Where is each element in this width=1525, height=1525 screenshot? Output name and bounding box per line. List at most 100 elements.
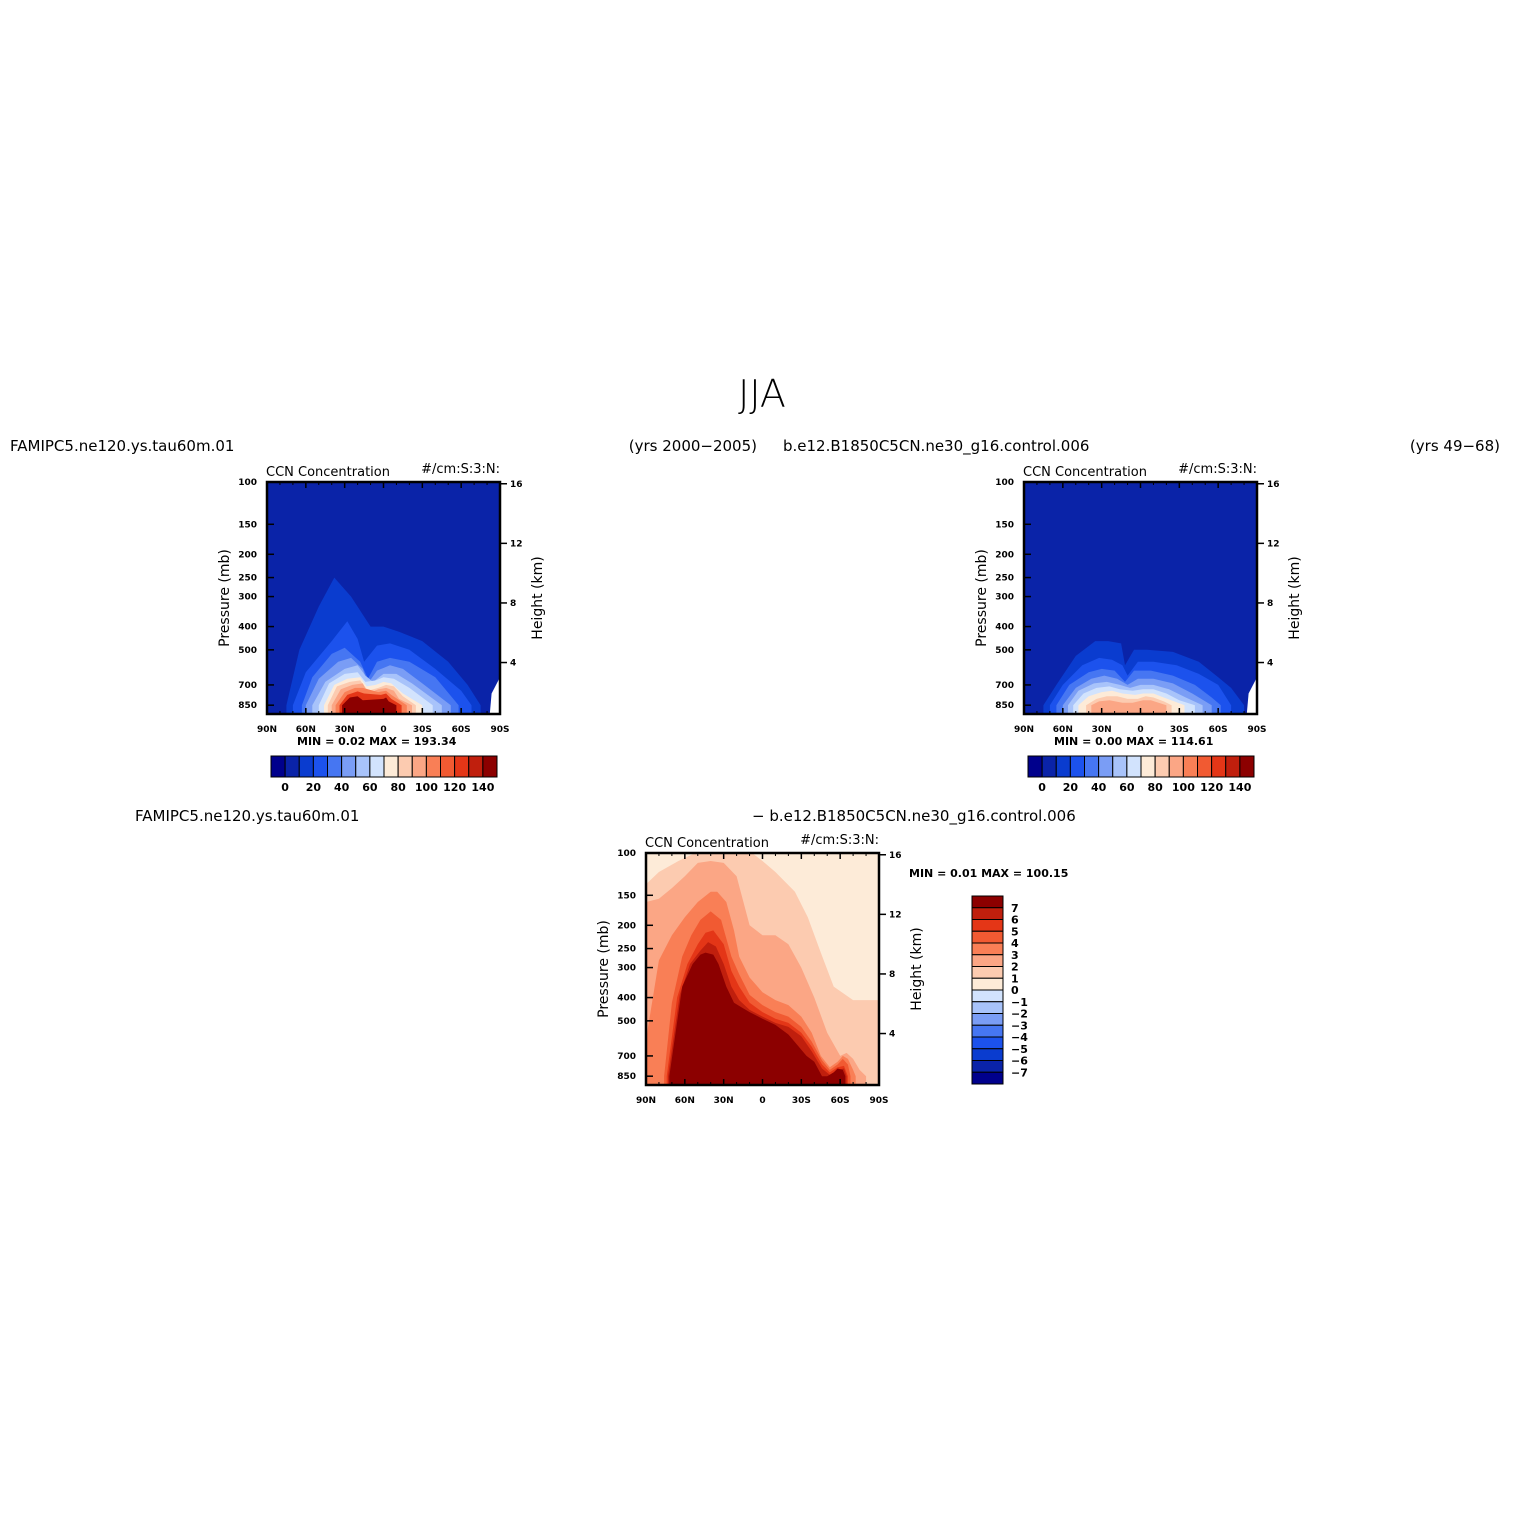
- y2-tick-label: 8: [1267, 599, 1273, 609]
- y-tick-label: 850: [238, 701, 257, 711]
- missing-data-region: [1246, 677, 1257, 714]
- field-name: CCN Concentration: [1023, 465, 1147, 480]
- colorbar-box: [971, 942, 1004, 956]
- y-tick-label: 150: [238, 520, 257, 530]
- colorbar-box: [1168, 755, 1184, 778]
- y-tick-label: 700: [995, 681, 1014, 691]
- colorbar-box: [440, 755, 456, 778]
- x-tick-label: 30S: [792, 1096, 811, 1106]
- colorbar-box: [971, 919, 1004, 932]
- colorbar-label: 5: [1011, 925, 1019, 938]
- min-max-stats: MIN = 0.02 MAX = 193.34: [297, 735, 457, 748]
- x-tick-label: 30N: [335, 725, 355, 735]
- y2-tick-label: 16: [1267, 480, 1280, 490]
- colorbar-label: 20: [306, 781, 322, 794]
- colorbar-label: 60: [1119, 781, 1135, 794]
- colorbar-label: 120: [1200, 781, 1223, 794]
- y-axis-label: Pressure (mb): [596, 920, 612, 1018]
- y-tick-label: 500: [995, 646, 1014, 656]
- colorbar-label: 7: [1011, 902, 1019, 915]
- y2-tick-label: 12: [1267, 539, 1280, 549]
- y-tick-label: 400: [617, 994, 636, 1004]
- x-tick-label: 90N: [636, 1096, 656, 1106]
- colorbar-box: [425, 755, 441, 778]
- contour-field: [1024, 482, 1257, 714]
- colorbar-box: [971, 954, 1004, 967]
- contour-field: [646, 853, 879, 1085]
- y2-axis-label: Height (km): [909, 927, 925, 1010]
- y2-tick-label: 16: [510, 480, 523, 490]
- colorbar-label: −2: [1011, 1008, 1028, 1021]
- plot-top-left: 90N 60N 30N 0 30S 60S 90S100150200250300400500…: [217, 462, 546, 794]
- min-max-stats: MIN = 0.01 MAX = 100.15: [909, 867, 1068, 880]
- colorbar-box: [1239, 755, 1255, 778]
- y-tick-label: 300: [617, 964, 636, 974]
- colorbar-box: [454, 755, 470, 778]
- colorbar-box: [327, 755, 343, 778]
- colorbar-box: [1084, 755, 1100, 778]
- panel-diff-case-2: − b.e12.B1850C5CN.ne30_g16.control.006: [752, 807, 1076, 826]
- y2-tick-label: 4: [510, 659, 516, 669]
- x-tick-label: 90S: [490, 725, 509, 735]
- x-tick-label: 30S: [1170, 725, 1189, 735]
- field-units: #/cm:S:3:N:: [800, 833, 879, 848]
- x-tick-label: 60N: [675, 1096, 695, 1106]
- colorbar-label: −4: [1011, 1031, 1028, 1044]
- colorbar: 0 20 40 60 80 100 120 140: [1027, 755, 1255, 794]
- colorbar-box: [971, 1001, 1004, 1014]
- x-tick-label: 30S: [413, 725, 432, 735]
- y-tick-label: 850: [617, 1072, 636, 1082]
- colorbar-box: [971, 1048, 1004, 1061]
- colorbar-box: [468, 755, 484, 778]
- y-tick-label: 300: [995, 593, 1014, 603]
- colorbar-label: 3: [1011, 949, 1019, 962]
- colorbar-box: [1197, 755, 1213, 778]
- colorbar-box: [971, 930, 1004, 944]
- colorbar-box: [341, 755, 357, 778]
- field-name: CCN Concentration: [645, 836, 769, 851]
- x-tick-label: 90N: [1014, 725, 1034, 735]
- colorbar-label: 60: [362, 781, 378, 794]
- colorbar-box: [971, 1036, 1004, 1050]
- y2-tick-label: 4: [889, 1030, 895, 1040]
- colorbar-box: [1055, 755, 1071, 778]
- x-tick-label: 0: [1137, 725, 1143, 735]
- x-tick-label: 0: [380, 725, 386, 735]
- colorbar-box: [1112, 755, 1128, 778]
- colorbar-box: [411, 755, 427, 778]
- y2-tick-label: 4: [1267, 659, 1273, 669]
- colorbar-box: [971, 989, 1004, 1003]
- colorbar-label: −1: [1011, 996, 1028, 1009]
- colorbar-box: [971, 977, 1004, 991]
- colorbar-label: 2: [1011, 961, 1019, 974]
- panel-top-right-years: (yrs 49−68): [1410, 437, 1500, 455]
- colorbar-box: [397, 755, 413, 778]
- y-tick-label: 250: [617, 945, 636, 955]
- colorbar-box: [298, 755, 314, 778]
- colorbar-label: 140: [1228, 781, 1251, 794]
- plot-bottom-diff: 90N 60N 30N 0 30S 60S 90S100150200250300400500…: [596, 833, 1068, 1106]
- y-tick-label: 400: [238, 623, 257, 633]
- colorbar-box: [369, 755, 385, 778]
- y-axis-label: Pressure (mb): [974, 549, 990, 647]
- y-tick-label: 700: [617, 1052, 636, 1062]
- x-tick-label: 60N: [296, 725, 316, 735]
- colorbar-label: 0: [1011, 984, 1019, 997]
- colorbar-box: [1098, 755, 1114, 778]
- colorbar-label: −7: [1011, 1066, 1028, 1079]
- colorbar-label: 40: [334, 781, 350, 794]
- colorbar-box: [1154, 755, 1170, 778]
- field-name: CCN Concentration: [266, 465, 390, 480]
- x-tick-label: 30N: [714, 1096, 734, 1106]
- y2-tick-label: 16: [889, 851, 902, 861]
- colorbar-box: [971, 895, 1004, 909]
- y-tick-label: 850: [995, 701, 1014, 711]
- colorbar-box: [971, 1013, 1004, 1026]
- colorbar-label: 120: [443, 781, 466, 794]
- field-units: #/cm:S:3:N:: [1178, 462, 1257, 477]
- y2-tick-label: 12: [510, 539, 523, 549]
- x-tick-label: 0: [759, 1096, 765, 1106]
- colorbar-label: 100: [415, 781, 438, 794]
